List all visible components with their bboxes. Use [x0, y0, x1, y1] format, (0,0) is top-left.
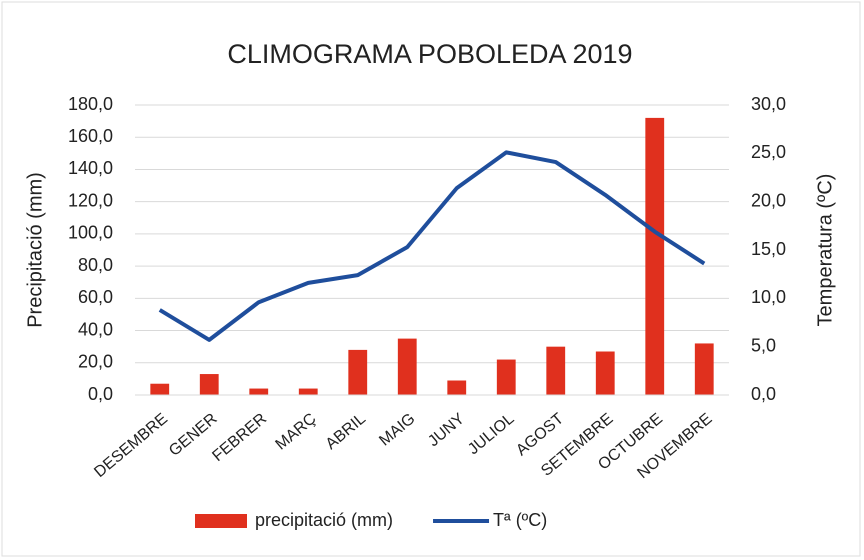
line: [158, 150, 706, 342]
y-tick-label: 20,0: [78, 352, 113, 372]
bar: [397, 338, 417, 395]
y2-tick-label: 20,0: [751, 190, 786, 210]
y-tick-label: 40,0: [78, 319, 113, 339]
y-tick-label: 120,0: [68, 190, 113, 210]
legend-label: precipitació (mm): [255, 510, 393, 530]
y-axis-label: Precipitació (mm): [24, 172, 46, 328]
y-tick-label: 160,0: [68, 126, 113, 146]
legend-swatch: [195, 514, 247, 528]
y2-tick-label: 30,0: [751, 94, 786, 114]
y2-axis-label: Temperatura (ºC): [814, 174, 836, 327]
bar: [546, 346, 566, 395]
bar: [298, 388, 318, 395]
y2-tick-label: 5,0: [751, 335, 776, 355]
y2-tick-label: 15,0: [751, 239, 786, 259]
legend-label: Tª (ºC): [493, 510, 547, 530]
y2-tick-label: 0,0: [751, 384, 776, 404]
y2-tick-label: 25,0: [751, 142, 786, 162]
bar: [348, 349, 368, 395]
y-tick-label: 80,0: [78, 255, 113, 275]
y-tick-label: 0,0: [88, 384, 113, 404]
chart-title: CLIMOGRAMA POBOLEDA 2019: [227, 39, 632, 69]
bar: [199, 374, 219, 395]
bar: [645, 117, 665, 395]
bar: [447, 380, 467, 395]
bar: [496, 359, 516, 395]
y-tick-label: 140,0: [68, 158, 113, 178]
y2-tick-label: 10,0: [751, 287, 786, 307]
bar: [595, 351, 615, 395]
bar: [150, 383, 170, 395]
y-tick-label: 100,0: [68, 223, 113, 243]
y-tick-label: 180,0: [68, 94, 113, 114]
bar: [694, 343, 714, 395]
y-tick-label: 60,0: [78, 287, 113, 307]
bar: [249, 388, 269, 395]
